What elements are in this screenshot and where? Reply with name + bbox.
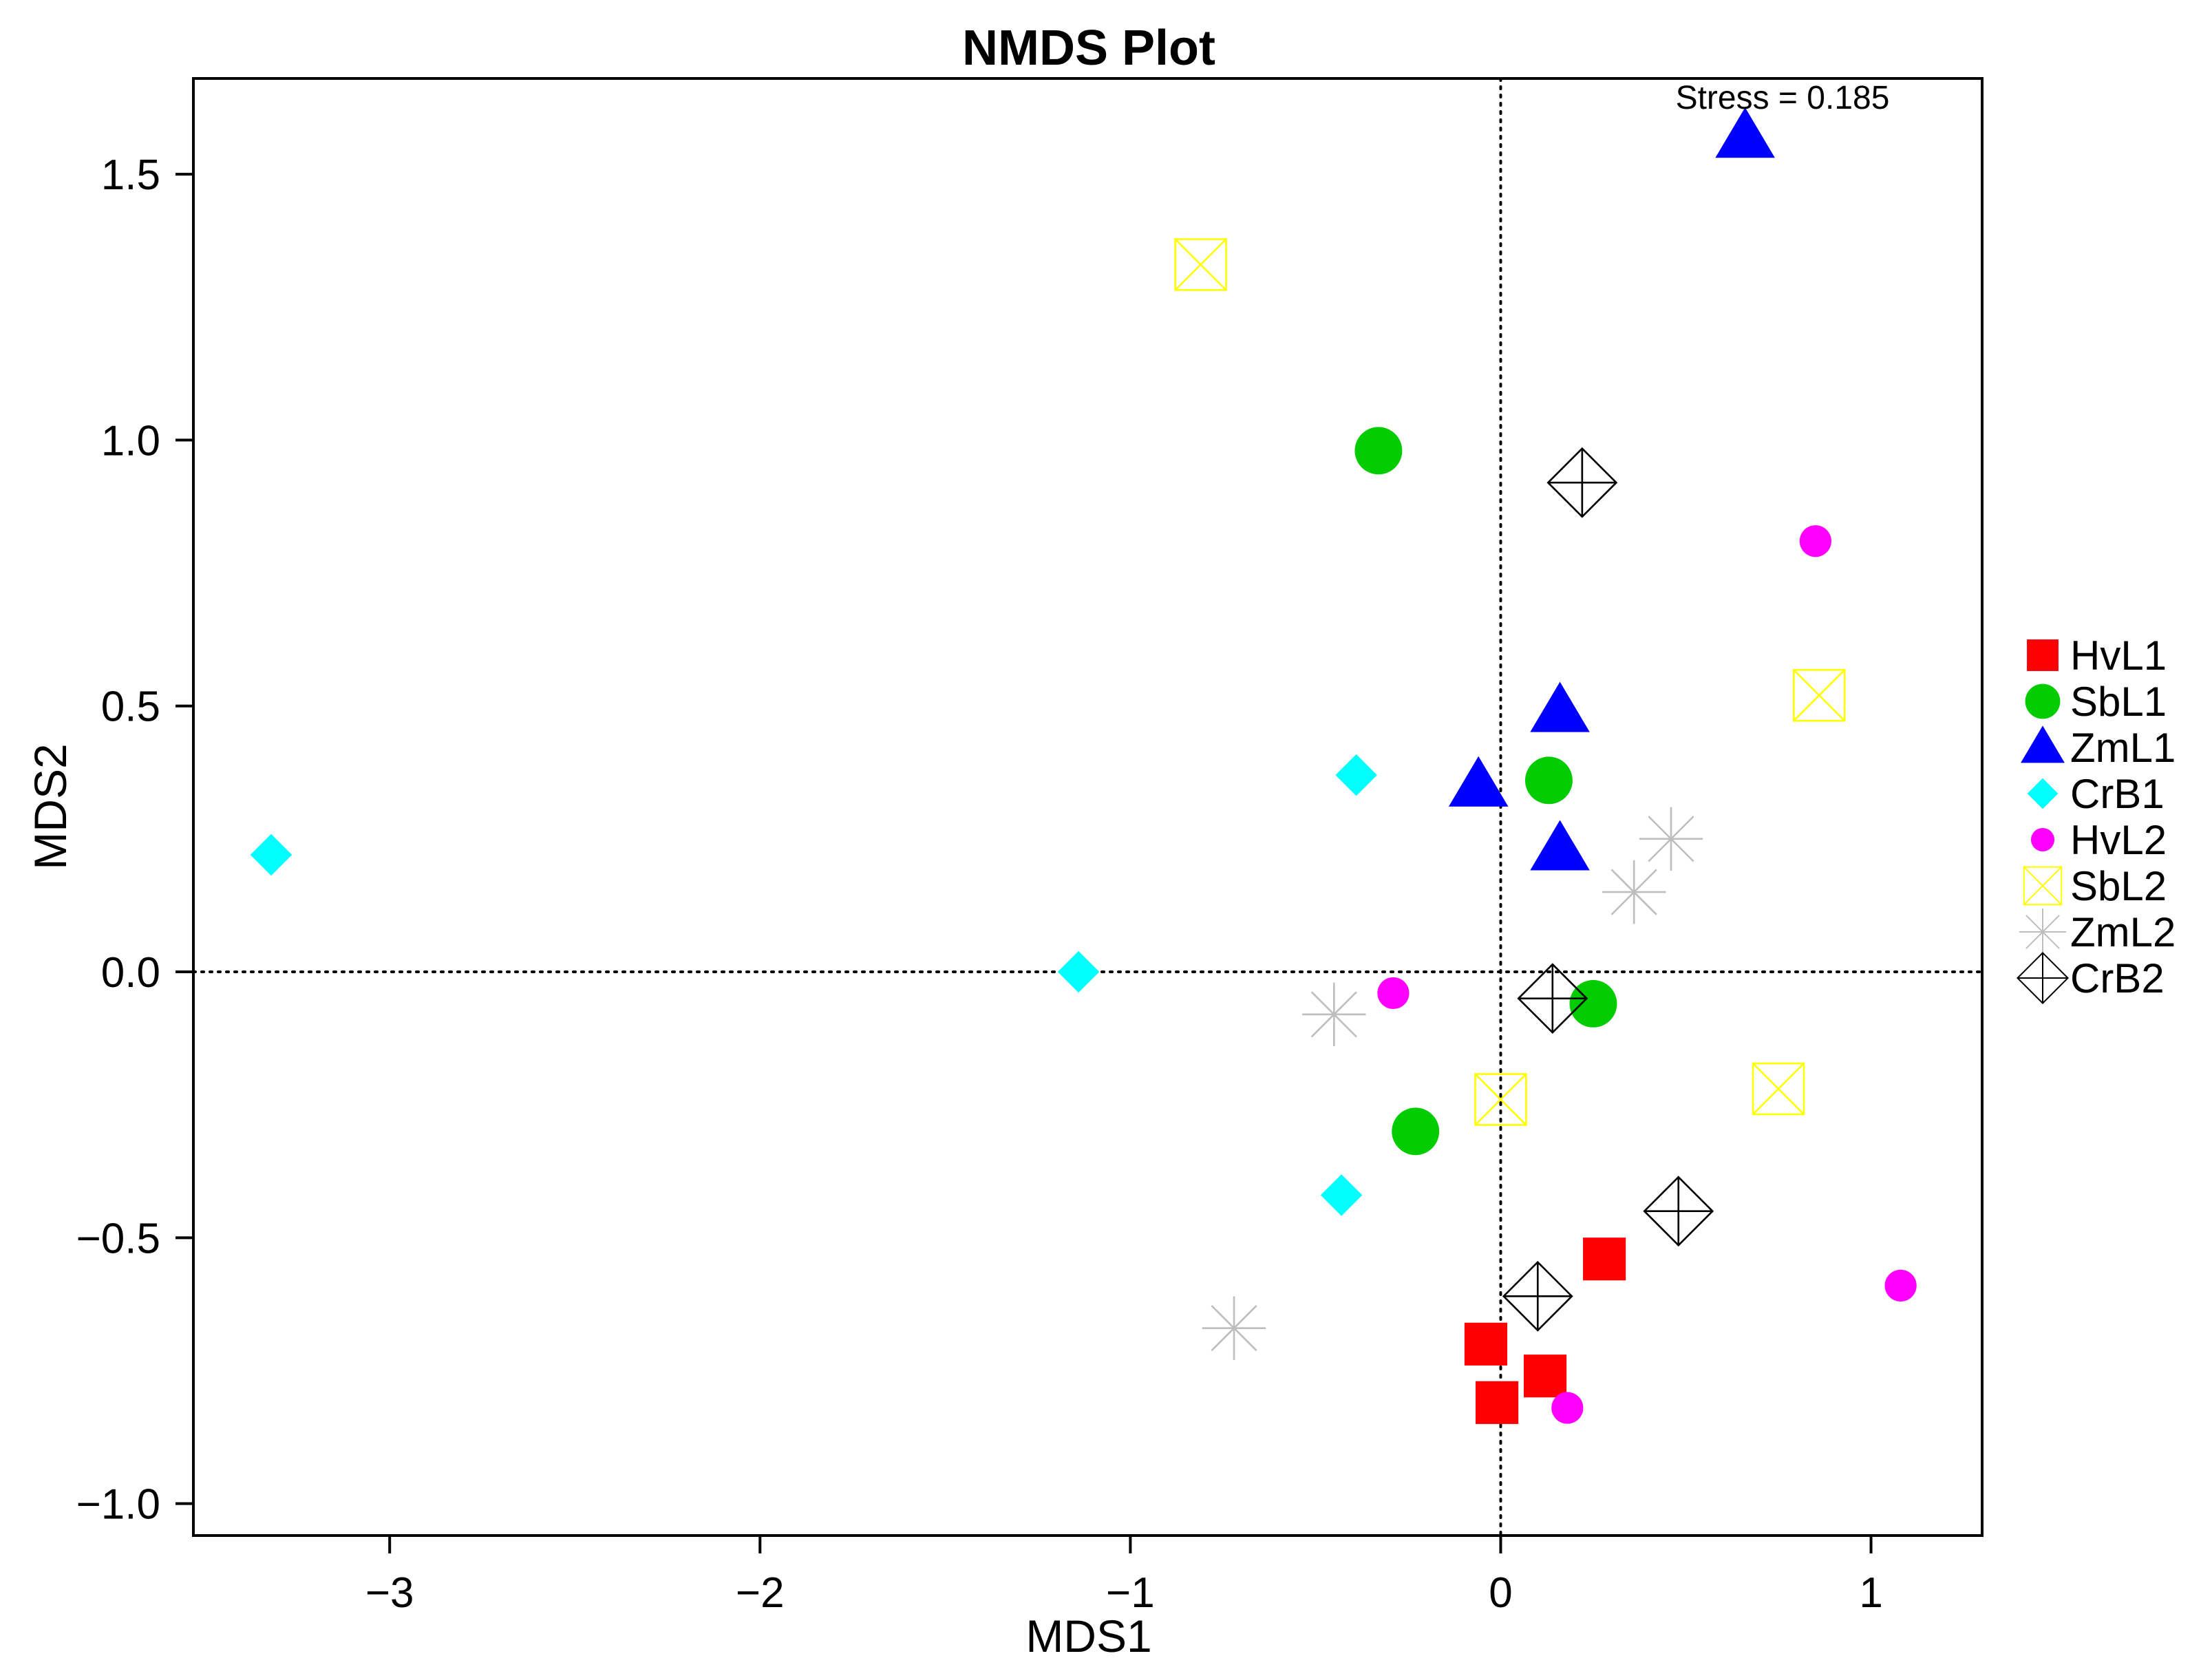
chart-title: NMDS Plot (962, 21, 1215, 76)
point-hvl1 (1583, 1238, 1626, 1281)
point-zml2 (1602, 860, 1666, 924)
plot-frame (192, 77, 1984, 1537)
point-hvl1 (1476, 1381, 1519, 1424)
point-crb2 (1502, 1260, 1573, 1332)
x-axis-label: MDS1 (1025, 1611, 1151, 1661)
legend-label-crb1: CrB1 (2070, 771, 2165, 817)
point-zml1 (1530, 820, 1590, 871)
point-sbl1 (1524, 756, 1573, 805)
point-sbl2 (1792, 668, 1846, 722)
point-sbl1 (1569, 979, 1617, 1028)
point-hvl2 (1799, 525, 1831, 557)
legend-item-hvl1: HvL1 (2027, 633, 2167, 679)
x-tick-label: −1 (1106, 1569, 1155, 1617)
point-zml2 (1302, 982, 1366, 1047)
legend-label-crb2: CrB2 (2070, 955, 2165, 1001)
legend-label-hvl1: HvL1 (2070, 633, 2167, 679)
point-sbl1 (1354, 427, 1403, 475)
legend-item-hvl2: HvL2 (2030, 817, 2167, 863)
x-tick-label: 0 (1489, 1569, 1512, 1617)
legend-item-sbl1: SbL1 (2025, 679, 2167, 725)
x-tick-label: −3 (365, 1569, 414, 1617)
point-zml1 (1448, 756, 1509, 807)
point-crb1 (1335, 754, 1377, 796)
legend-item-sbl2: SbL2 (2023, 863, 2167, 909)
point-crb2 (1517, 963, 1588, 1034)
point-sbl2 (1174, 238, 1227, 291)
legend-marker-sbl2 (2023, 866, 2063, 906)
legend-marker-hvl2 (2030, 827, 2055, 852)
point-hvl2 (1884, 1269, 1917, 1302)
data-points (250, 107, 1917, 1424)
legend-marker-hvl1 (2027, 639, 2059, 671)
stress-annotation: Stress = 0.185 (1676, 80, 1890, 116)
legend-marker-crb1 (2027, 778, 2059, 809)
legend-marker-sbl1 (2025, 683, 2061, 719)
legend-item-zml2: ZmL2 (2019, 908, 2176, 956)
y-axis: −1.0 −0.5 0.0 0.5 1.0 1.5 (76, 151, 193, 1529)
legend-label-sbl1: SbL1 (2070, 679, 2167, 725)
point-crb1 (1320, 1174, 1363, 1216)
legend-item-zml1: ZmL1 (2021, 725, 2176, 771)
legend-marker-zml1 (2021, 725, 2065, 763)
y-tick-label: 0.0 (101, 949, 160, 997)
point-hvl1 (1523, 1355, 1567, 1398)
point-sbl2 (1474, 1073, 1527, 1126)
legend-label-hvl2: HvL2 (2070, 817, 2167, 863)
y-tick-label: −0.5 (76, 1215, 160, 1262)
y-axis-label: MDS2 (25, 743, 76, 869)
point-sbl1 (1392, 1107, 1440, 1156)
legend-item-crb1: CrB1 (2027, 771, 2165, 817)
legend-label-zml1: ZmL1 (2070, 725, 2176, 771)
x-axis: −3 −2 −1 0 1 (365, 1536, 1883, 1617)
point-hvl2 (1377, 977, 1410, 1010)
point-crb1 (250, 833, 293, 876)
y-tick-label: 1.0 (101, 417, 160, 465)
point-zml1 (1530, 681, 1590, 732)
point-hvl1 (1464, 1322, 1508, 1366)
point-zml2 (1639, 807, 1703, 871)
point-zml1 (1715, 107, 1775, 158)
legend-marker-zml2 (2019, 908, 2067, 956)
legend-item-crb2: CrB2 (2017, 952, 2165, 1004)
legend-label-zml2: ZmL2 (2070, 909, 2176, 955)
point-zml2 (1202, 1296, 1266, 1360)
x-tick-label: −2 (736, 1569, 785, 1617)
point-crb2 (1546, 447, 1618, 518)
y-tick-label: 1.5 (101, 151, 160, 199)
y-tick-label: −1.0 (76, 1481, 160, 1529)
y-tick-label: 0.5 (101, 683, 160, 731)
point-crb1 (1057, 950, 1100, 993)
point-sbl2 (1752, 1062, 1805, 1116)
legend-marker-crb2 (2017, 952, 2069, 1004)
point-hvl2 (1551, 1392, 1584, 1424)
x-tick-label: 1 (1859, 1569, 1882, 1617)
legend-label-sbl2: SbL2 (2070, 863, 2167, 909)
point-crb2 (1643, 1176, 1714, 1247)
